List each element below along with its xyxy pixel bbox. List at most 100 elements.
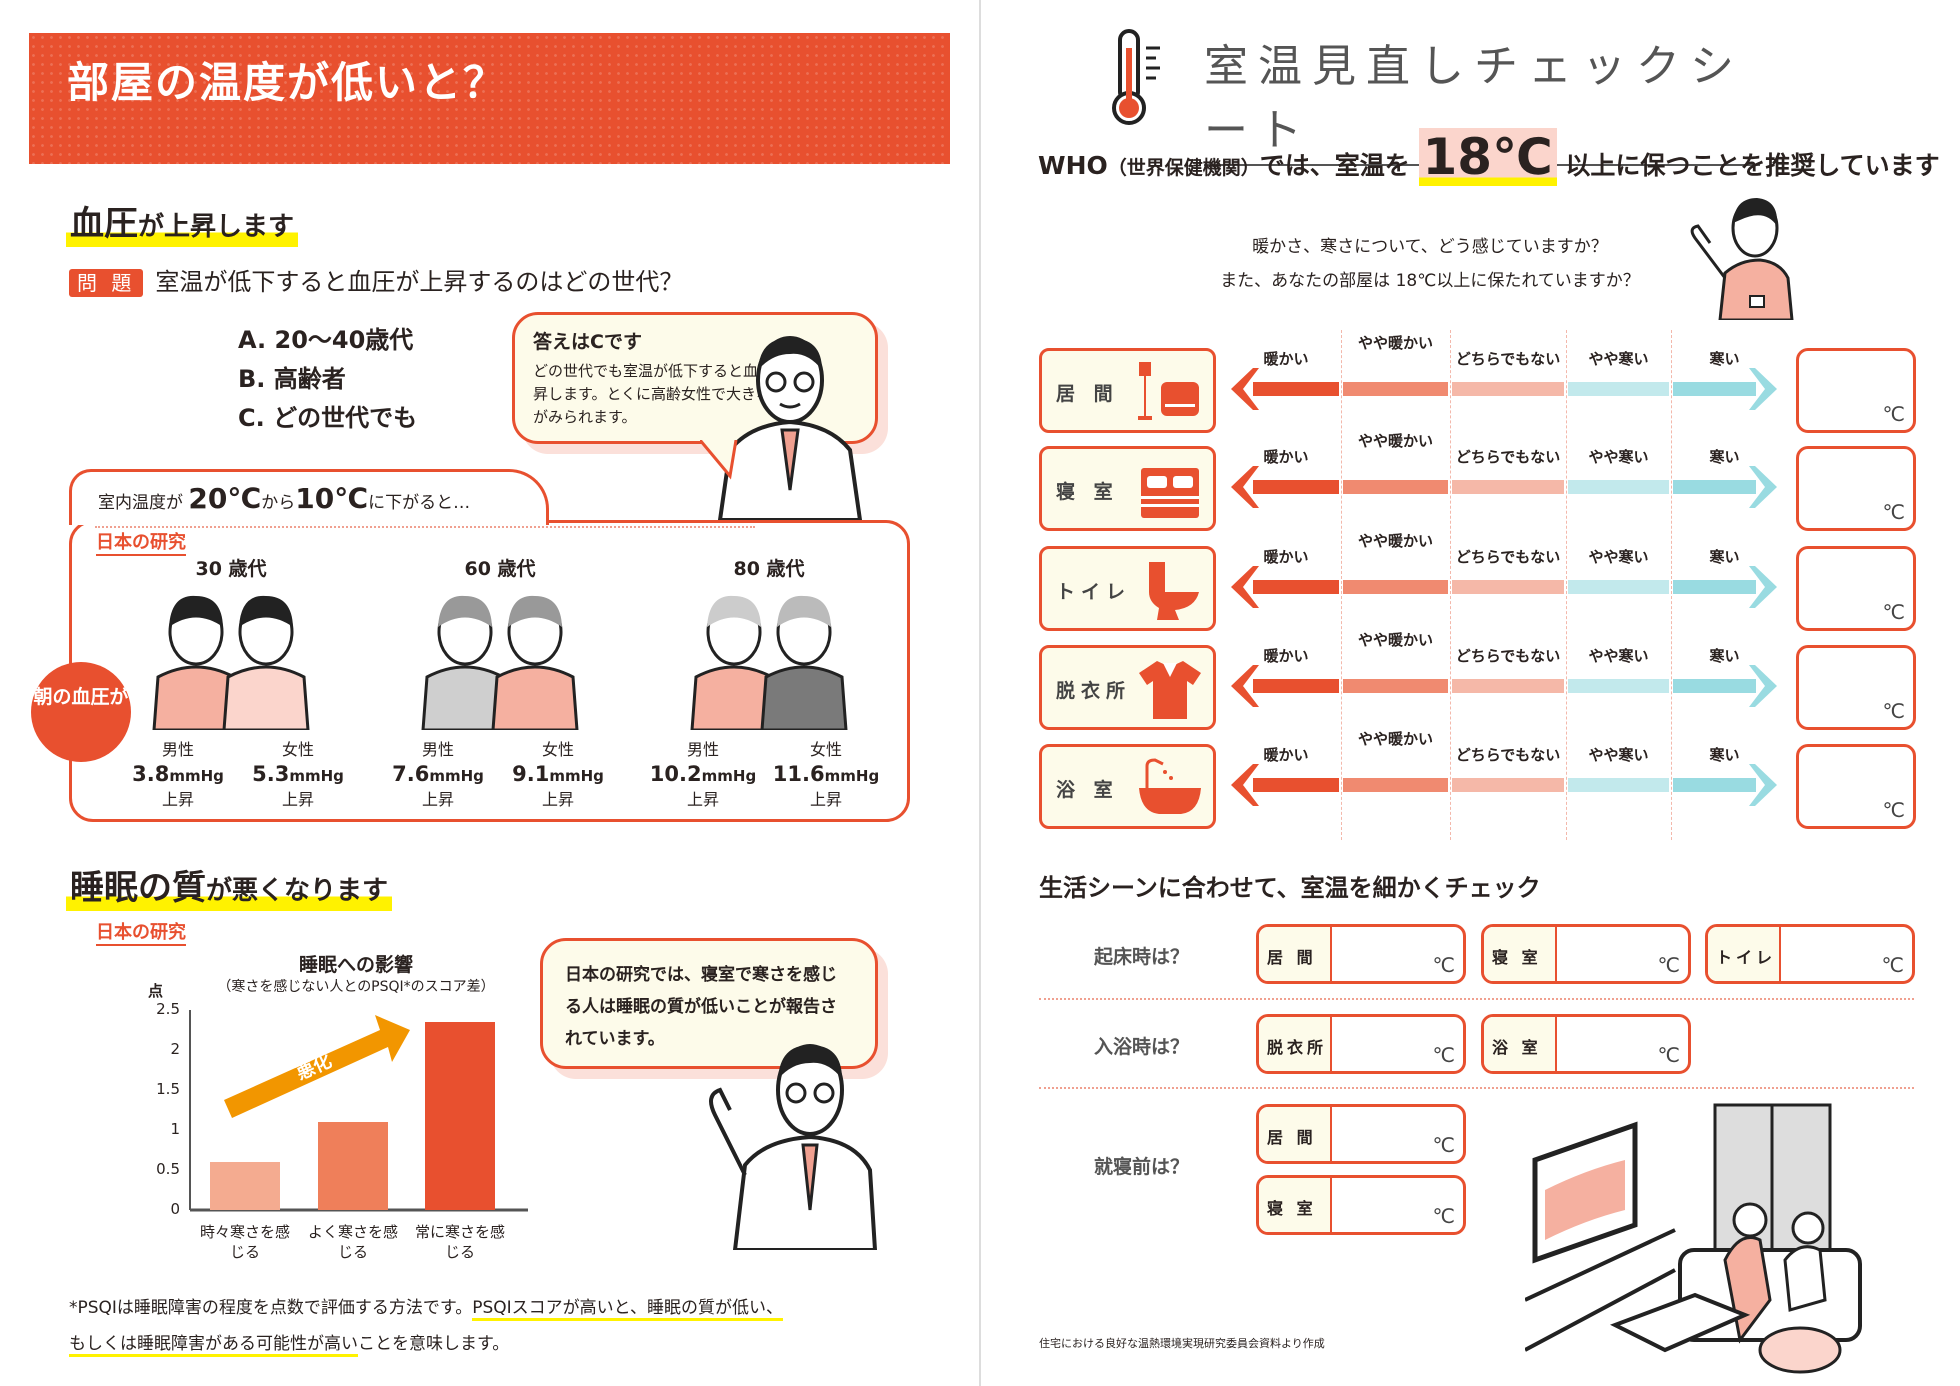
scene-heading: 生活シーンに合わせて、室温を細かくチェック: [1039, 874, 1541, 902]
scene-temperature-field[interactable]: トイレ ℃: [1705, 924, 1915, 984]
scale-segment-3: [1452, 480, 1564, 494]
scale-segment-5: [1673, 778, 1756, 792]
who-post: 以上に保つことを推奨しています: [1565, 151, 1940, 180]
change-label: 上昇: [421, 790, 454, 809]
temperature-field-1[interactable]: ℃: [1796, 348, 1916, 433]
scale-segment-4: [1568, 679, 1669, 693]
scene-room-label: 寝 室: [1259, 1178, 1332, 1232]
bar-3: [425, 1022, 495, 1210]
temperature-field-4[interactable]: ℃: [1796, 645, 1916, 730]
temperature-field-5[interactable]: ℃: [1796, 744, 1916, 829]
staff-woman-illustration: [1690, 198, 1794, 320]
scale-label: 寒い: [1709, 548, 1740, 566]
bp-heading-big: 血圧: [70, 204, 138, 244]
scale-label: 寒い: [1709, 350, 1740, 368]
scale-segment-5: [1673, 382, 1756, 396]
question-text: 室温が低下すると血圧が上昇するのはどの世代？: [155, 268, 684, 296]
scale-label: やや暖かい: [1357, 334, 1433, 352]
scale-segment-2: [1343, 778, 1448, 792]
celsius-unit: ℃: [1882, 699, 1905, 723]
scale-label: やや寒い: [1588, 647, 1649, 665]
scale-label: やや暖かい: [1357, 432, 1433, 450]
scale-segment-2: [1343, 679, 1448, 693]
room-name: 脱衣所: [1056, 680, 1132, 702]
scene-temperature-field[interactable]: 寝 室 ℃: [1481, 924, 1691, 984]
study-label: 日本の研究: [96, 528, 186, 556]
temperature-field-2[interactable]: ℃: [1796, 446, 1916, 531]
warm-cold-arrowheads: [1231, 466, 1777, 508]
scale-segment-4: [1568, 580, 1669, 594]
scene-separator: [1039, 998, 1914, 1000]
scale-label: やや暖かい: [1357, 631, 1433, 649]
condition-pre: 室内温度が: [98, 493, 183, 513]
scene-temperature-field[interactable]: 浴 室 ℃: [1481, 1014, 1691, 1074]
y-tick-label: 1.5: [156, 1080, 180, 1098]
value: 11.6: [772, 762, 825, 786]
warm-cold-arrowheads: [1231, 368, 1777, 410]
scale-divider: [1566, 330, 1567, 840]
bed-icon: [1141, 468, 1199, 518]
footnote-1: *PSQIは睡眠障害の程度を点数で評価する方法です。: [69, 1298, 473, 1318]
hair: [508, 595, 562, 627]
scene-label: 入浴時は？: [1094, 1036, 1190, 1058]
worsening-arrow: [224, 1015, 410, 1118]
hair: [777, 595, 831, 627]
scale-label: 暖かい: [1263, 746, 1309, 764]
scale-segment-4: [1568, 778, 1669, 792]
temperature-field-3[interactable]: ℃: [1796, 546, 1916, 631]
scale-label: 寒い: [1709, 647, 1740, 665]
person-result: 男性 3.8mmHg 上昇: [113, 738, 243, 812]
celsius-unit: ℃: [1432, 953, 1455, 977]
question-badge: 問 題: [69, 269, 144, 297]
scale-label: やや暖かい: [1357, 730, 1433, 748]
scale-segment-1: [1253, 679, 1339, 693]
bp-increase-value: 7.6mmHg: [373, 762, 503, 788]
celsius-unit: ℃: [1657, 1043, 1680, 1067]
change-label: 上昇: [686, 790, 719, 809]
scene-temperature-field[interactable]: 脱衣所 ℃: [1256, 1014, 1466, 1074]
room-label-1: 居 間: [1039, 348, 1216, 433]
hair: [169, 595, 223, 627]
scale-label: やや寒い: [1588, 548, 1649, 566]
celsius-unit: ℃: [1882, 600, 1905, 624]
scene-room-label: 浴 室: [1484, 1017, 1557, 1071]
sleep-bubble-text: 日本の研究では、寝室で寒さを感じる人は睡眠の質が低いことが報告されています。: [565, 965, 837, 1049]
bp-increase-value: 9.1mmHg: [493, 762, 623, 788]
toilet-icon: [1149, 562, 1199, 620]
scale-segment-3: [1452, 778, 1564, 792]
scale-label: 暖かい: [1263, 548, 1309, 566]
sex-label: 男性: [686, 740, 719, 759]
bubble-tail: [700, 440, 738, 480]
condition-t2: 10℃: [295, 482, 369, 515]
celsius-unit: ℃: [1432, 1133, 1455, 1157]
sleep-heading: 睡眠の質が悪くなります: [66, 860, 393, 911]
scene-temperature-field[interactable]: 居 間 ℃: [1256, 1104, 1466, 1164]
unit: mmHg: [701, 767, 757, 785]
question-row: 問 題室温が低下すると血圧が上昇するのはどの世代？: [69, 262, 683, 297]
scene-room-label: 居 間: [1259, 927, 1332, 981]
sleep-study-label: 日本の研究: [96, 918, 186, 946]
body: [491, 665, 579, 730]
scene-label: 就寝前は？: [1094, 1156, 1190, 1178]
person-result: 女性 5.3mmHg 上昇: [233, 738, 363, 812]
unit: mmHg: [289, 767, 344, 785]
celsius-unit: ℃: [1881, 953, 1904, 977]
bp-increase-value: 5.3mmHg: [233, 762, 363, 788]
scene-temperature-field[interactable]: 居 間 ℃: [1256, 924, 1466, 984]
scene-room-label: 脱衣所: [1259, 1017, 1332, 1071]
answer-body: どの世代でも室温が低下すると血圧が上昇します。とくに高齢女性で大きな上昇がみられ…: [533, 362, 804, 426]
warm-cold-arrowheads: [1231, 764, 1777, 806]
scene-temperature-field[interactable]: 寝 室 ℃: [1256, 1175, 1466, 1235]
sofa-lamp-icon: [1138, 362, 1199, 420]
scene-separator: [1039, 1087, 1914, 1089]
couple-illustration: [421, 595, 579, 730]
scale-label: やや暖かい: [1357, 532, 1433, 550]
scale-label: やや寒い: [1588, 746, 1649, 764]
option-a: A. 20〜40歳代: [238, 326, 414, 354]
value: 3.8: [132, 762, 170, 786]
scale-label: どちらでもない: [1455, 746, 1561, 764]
category-label: よく寒さを感じる: [307, 1223, 398, 1261]
person-result: 男性 7.6mmHg 上昇: [373, 738, 503, 812]
value: 9.1: [512, 762, 550, 786]
scale-segment-3: [1452, 679, 1564, 693]
